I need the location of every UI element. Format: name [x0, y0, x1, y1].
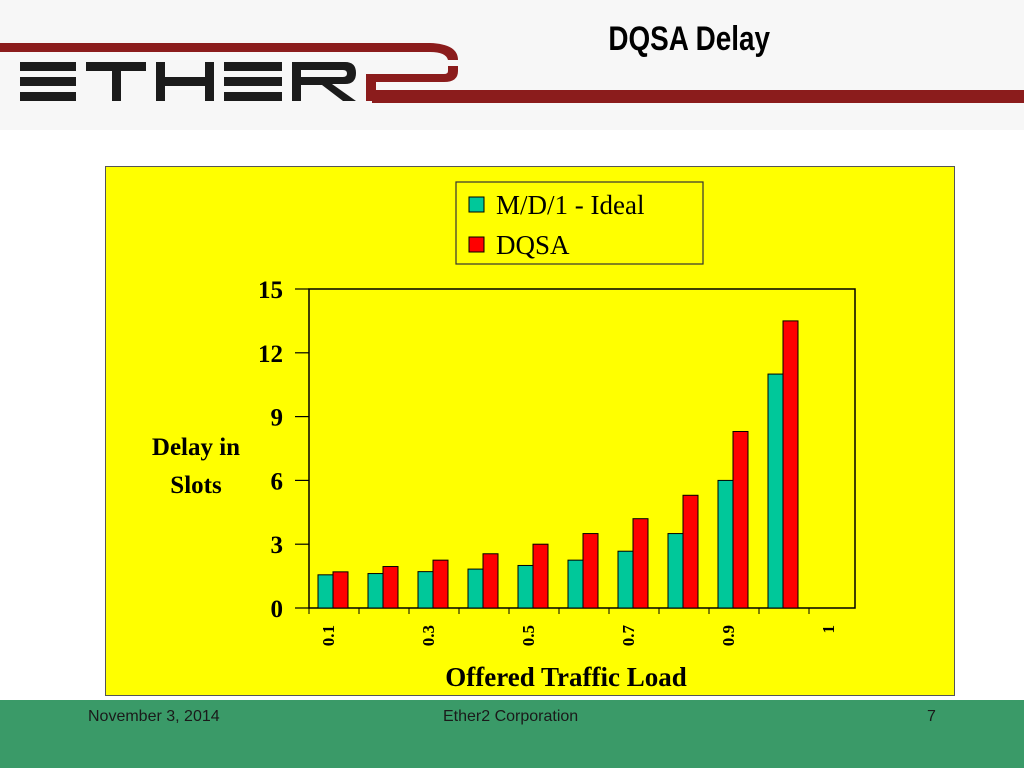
bar-dqsa: [432, 559, 449, 609]
bar-ideal: [467, 568, 484, 609]
bar-ideal: [617, 550, 634, 609]
legend-swatch-ideal: [468, 196, 485, 213]
bar-dqsa: [482, 553, 499, 609]
footer: November 3, 2014 Ether2 Corporation 7: [0, 700, 1024, 768]
bar-ideal: [517, 564, 534, 609]
bar-dqsa: [782, 320, 799, 609]
y-tick-label: 9: [271, 405, 284, 432]
x-tick-label: 0.7: [619, 625, 638, 647]
bar-ideal: [567, 559, 584, 609]
bar-chart: 15 12 9 6 3 0 0.1 0.3 0.5 0.7 0.9 1 M/D/1 - Ideal D…: [152, 181, 856, 692]
legend-label-ideal: M/D/1 - Ideal: [496, 190, 644, 220]
x-tick-label: 0.3: [419, 625, 438, 646]
x-tick-label: 0.9: [719, 625, 738, 646]
footer-date: November 3, 2014: [88, 708, 220, 725]
bar-dqsa: [382, 566, 399, 609]
bar-ideal: [317, 574, 334, 609]
x-tick-label: 0.5: [519, 625, 538, 646]
bar-ideal: [367, 573, 384, 609]
bar-dqsa: [532, 543, 549, 609]
legend-label-dqsa: DQSA: [496, 230, 570, 260]
bar-ideal: [667, 533, 684, 609]
x-tick-label: 0.1: [319, 625, 338, 646]
bar-ideal: [717, 479, 734, 609]
chart-panel: 15 12 9 6 3 0 0.1 0.3 0.5 0.7 0.9 1 M/D/1 - Ideal D…: [105, 166, 955, 696]
chart-legend: M/D/1 - Ideal DQSA: [455, 181, 704, 265]
y-tick-label: 3: [271, 532, 284, 559]
slide-title: DQSA Delay: [608, 20, 770, 58]
bar-dqsa: [582, 533, 599, 609]
bar-dqsa: [682, 494, 699, 609]
ether2-logo: [0, 43, 1024, 103]
bar-dqsa: [332, 571, 349, 609]
footer-company: Ether2 Corporation: [443, 708, 579, 725]
bar-dqsa: [732, 430, 749, 609]
y-axis-label-line2: Slots: [170, 472, 222, 499]
bar-ideal: [767, 373, 784, 609]
slide-header: DQSA Delay: [0, 0, 1024, 130]
y-axis-label-line1: Delay in: [152, 434, 240, 461]
x-tick-label: 1: [819, 625, 838, 634]
y-tick-label: 6: [271, 468, 284, 495]
x-axis-label: Offered Traffic Load: [445, 662, 686, 692]
y-tick-label: 12: [258, 341, 283, 368]
bar-ideal: [417, 571, 434, 609]
bar-dqsa: [632, 518, 649, 609]
y-tick-label: 0: [271, 596, 284, 623]
y-tick-label: 15: [258, 277, 283, 304]
footer-page-number: 7: [927, 708, 936, 725]
legend-swatch-dqsa: [468, 236, 485, 253]
